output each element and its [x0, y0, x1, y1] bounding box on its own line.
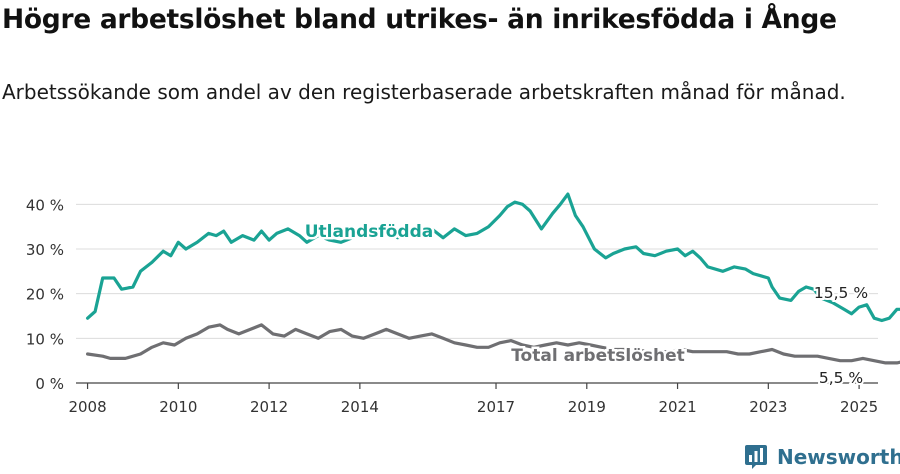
- x-tick-label: 2017: [477, 398, 515, 416]
- x-tick-label: 2021: [658, 398, 696, 416]
- y-tick-label: 30 %: [26, 241, 64, 259]
- x-tick-label: 2010: [159, 398, 197, 416]
- series-line-1: [86, 323, 900, 365]
- x-tick-label: 2023: [749, 398, 787, 416]
- y-tick-label: 0 %: [35, 375, 64, 393]
- y-tick-label: 20 %: [26, 286, 64, 304]
- x-tick-label: 2019: [568, 398, 606, 416]
- series-line-0: [86, 192, 900, 323]
- x-tick-label: 2014: [341, 398, 379, 416]
- x-tick-label: 2025: [840, 398, 878, 416]
- brand-name: Newsworthy: [777, 445, 900, 469]
- newsworthy-logo: Newsworthy: [744, 442, 900, 472]
- series-lines: [86, 192, 900, 365]
- chart-subtitle: Arbetssökande som andel av den registerb…: [2, 80, 846, 104]
- newsworthy-logo-icon: [745, 445, 767, 469]
- y-axis-tick-labels: 0 % 10 % 20 % 30 % 40 %: [26, 196, 64, 393]
- chart-title: Högre arbetslöshet bland utrikes- än inr…: [2, 4, 837, 35]
- x-tick-label: 2012: [250, 398, 288, 416]
- series-name-label-0: Utlandsfödda: [305, 222, 434, 242]
- series-end-label-0: 15,5 %: [814, 284, 868, 302]
- y-tick-label: 10 %: [26, 330, 64, 348]
- grid-lines: [76, 203, 878, 339]
- x-tick-label: 2008: [68, 398, 106, 416]
- y-tick-label: 40 %: [26, 196, 64, 214]
- x-axis: 2008 2010 2012 2014 2017 2019 2021 2023 2025: [68, 382, 878, 416]
- series-name-label-1: Total arbetslöshet: [511, 346, 685, 366]
- series-end-label-1: 5,5 %: [819, 369, 863, 387]
- series-labels: Utlandsfödda 15,5 % Total arbetslöshet 5,5 …: [302, 220, 870, 390]
